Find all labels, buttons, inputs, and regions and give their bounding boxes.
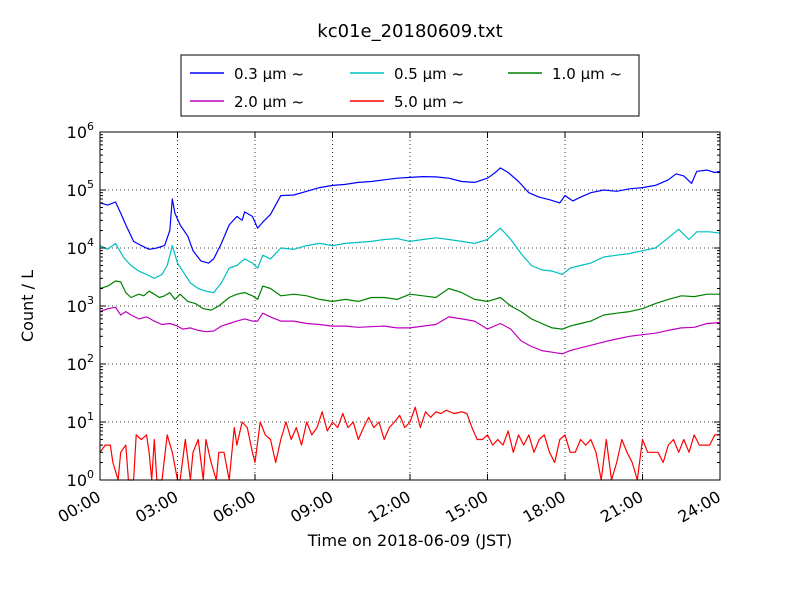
plot-area: [99, 131, 721, 481]
y-tick-labels: 100 101 102 103 104 105 106: [67, 120, 94, 490]
y-axis-label: Count / L: [18, 270, 37, 342]
y-tick-label: 105: [67, 178, 94, 200]
legend-box: [180, 54, 640, 117]
series-lines: [99, 167, 721, 481]
legend-label-0: 0.3 μm ~: [234, 65, 304, 83]
x-tick-label: 03:00: [132, 487, 181, 527]
x-tick-label: 18:00: [520, 487, 569, 527]
axis-ticks: [99, 131, 721, 481]
x-tick-label: 06:00: [210, 487, 259, 527]
series-line-2: [99, 280, 720, 330]
y-tick-label: 106: [67, 120, 94, 142]
x-tick-labels: 00:00 03:00 06:00 09:00 12:00 15:00 18:00 21:00…: [55, 487, 724, 527]
legend-label-2: 1.0 μm ~: [552, 65, 622, 83]
y-tick-label: 103: [67, 294, 94, 316]
series-line-0: [99, 167, 721, 264]
legend-label-1: 0.5 μm ~: [394, 65, 464, 83]
series-line-3: [99, 306, 721, 355]
legend-label-3: 2.0 μm ~: [234, 93, 304, 111]
y-tick-label: 102: [67, 352, 94, 374]
legend-label-4: 5.0 μm ~: [394, 93, 464, 111]
legend: 0.3 μm ~ 0.5 μm ~ 1.0 μm ~ 2.0 μm ~ 5.0 μm ~: [180, 54, 640, 117]
grid-lines: [100, 132, 720, 480]
y-tick-label: 100: [67, 468, 94, 490]
x-tick-label: 15:00: [442, 487, 491, 527]
y-tick-label: 104: [67, 236, 94, 258]
x-tick-label: 21:00: [597, 487, 646, 527]
x-tick-label: 00:00: [55, 487, 104, 527]
x-tick-label: 12:00: [365, 487, 414, 527]
series-line-1: [99, 227, 721, 294]
x-tick-label: 09:00: [287, 487, 336, 527]
y-tick-label: 101: [67, 410, 94, 432]
chart-title: kc01e_20180609.txt: [317, 21, 502, 42]
x-axis-label: Time on 2018-06-09 (JST): [307, 531, 512, 550]
x-tick-label: 24:00: [675, 487, 724, 527]
